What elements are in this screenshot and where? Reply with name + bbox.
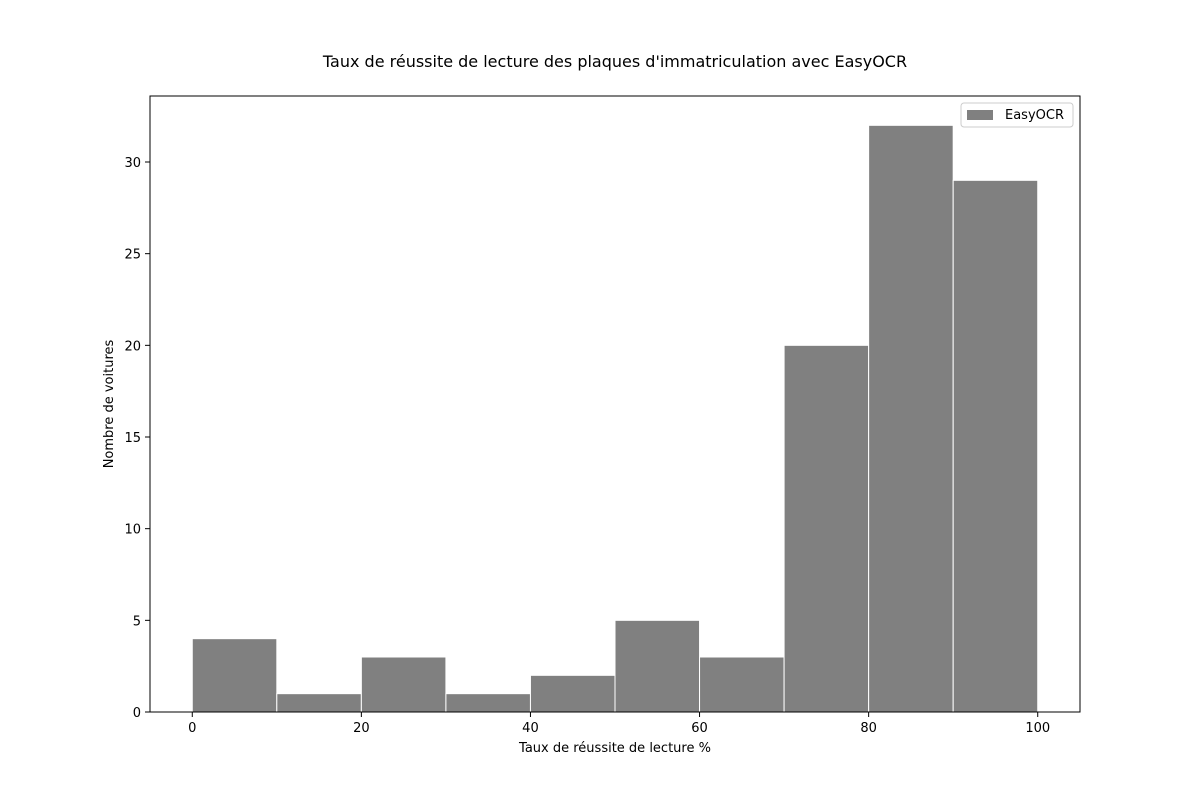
y-tick-label: 25 <box>124 248 141 263</box>
histogram-bar-0-10 <box>191 638 278 713</box>
x-tick-label: 20 <box>353 721 370 736</box>
histogram-bar-10-20 <box>276 693 362 713</box>
legend-box <box>960 102 1074 128</box>
x-axis-ticks: 0 20 40 60 80 100 <box>188 712 1050 736</box>
chart-title: Taux de réussite de lecture des plaques … <box>322 52 907 71</box>
x-axis-label: Taux de réussite de lecture % <box>518 741 711 756</box>
histogram-bar-30-40 <box>445 693 531 713</box>
x-tick-label: 100 <box>1025 721 1050 736</box>
y-axis-label: Nombre de voitures <box>102 339 117 468</box>
y-tick-label: 20 <box>124 339 141 354</box>
legend-swatch <box>967 110 993 120</box>
legend: EasyOCR <box>960 102 1074 128</box>
x-tick-label: 80 <box>860 721 877 736</box>
histogram-bar-20-30 <box>360 656 447 713</box>
histogram-bar-80-90 <box>868 124 954 713</box>
y-axis-ticks: 0 5 10 15 20 25 30 <box>124 156 150 721</box>
x-tick-label: 60 <box>691 721 708 736</box>
y-tick-label: 30 <box>124 156 141 171</box>
x-tick-label: 0 <box>188 721 196 736</box>
histogram-bar-50-60 <box>614 619 701 713</box>
legend-label-easyocr: EasyOCR <box>1005 108 1064 123</box>
y-tick-label: 0 <box>133 706 141 721</box>
y-tick-label: 10 <box>124 523 141 538</box>
plot-frame <box>149 95 1081 713</box>
y-tick-label: 15 <box>124 431 141 446</box>
histogram-bar-90-100 <box>952 179 1039 713</box>
bars-group <box>191 124 1039 713</box>
histogram-bar-60-70 <box>699 656 785 713</box>
histogram-bar-70-80 <box>783 344 870 713</box>
histogram-bar-40-50 <box>529 674 616 713</box>
x-tick-label: 40 <box>522 721 539 736</box>
y-tick-label: 5 <box>133 614 141 629</box>
